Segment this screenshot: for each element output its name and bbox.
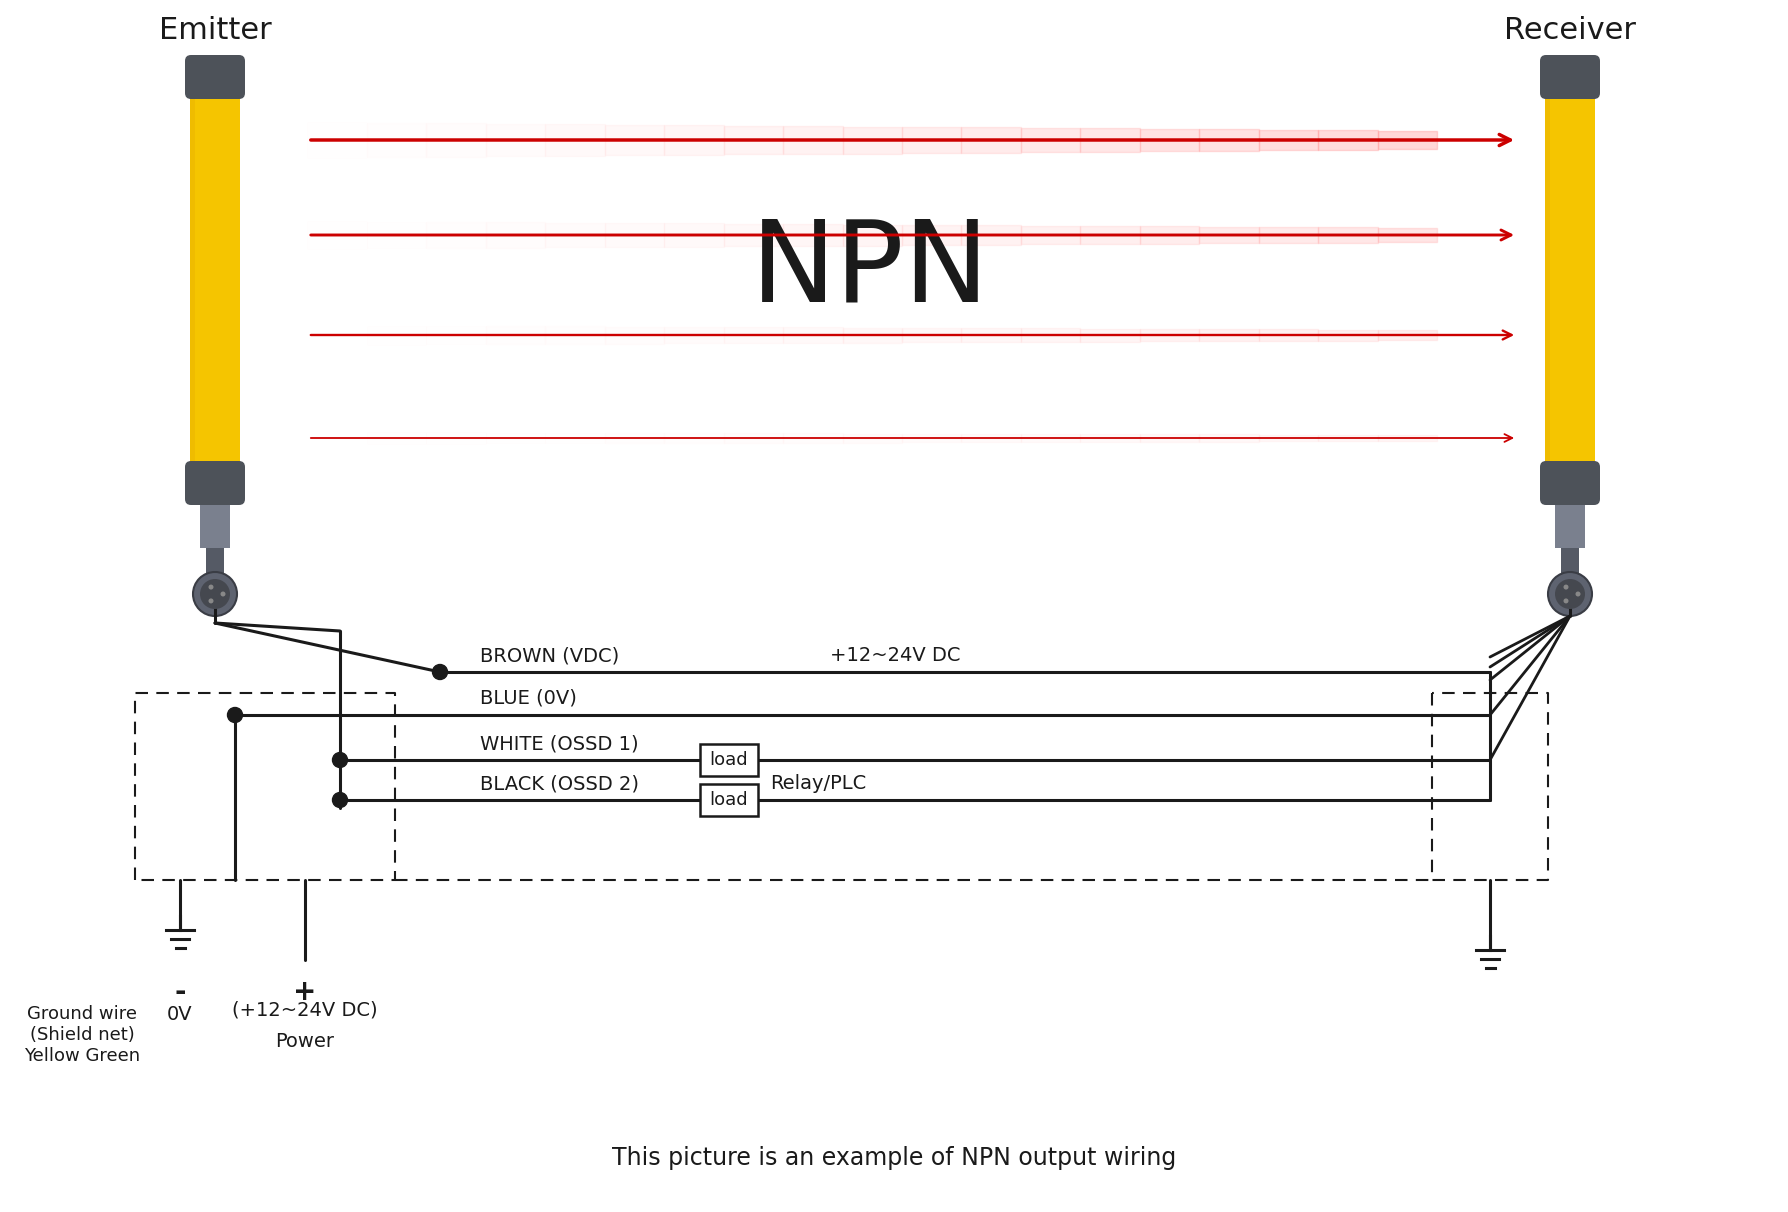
Bar: [699, 784, 758, 816]
Text: -: -: [173, 978, 186, 1006]
Text: Receiver: Receiver: [1504, 16, 1636, 45]
Bar: [206, 548, 224, 581]
Circle shape: [1556, 579, 1584, 608]
Text: Emitter: Emitter: [159, 16, 272, 45]
FancyBboxPatch shape: [184, 55, 245, 99]
Bar: [1561, 548, 1579, 581]
Circle shape: [1563, 584, 1568, 589]
Circle shape: [1563, 599, 1568, 604]
Text: BLACK (OSSD 2): BLACK (OSSD 2): [479, 774, 638, 793]
Bar: [200, 501, 231, 548]
Text: Power: Power: [275, 1031, 334, 1051]
Text: BLUE (0V): BLUE (0V): [479, 688, 578, 708]
Circle shape: [193, 572, 238, 616]
Text: 0V: 0V: [168, 1005, 193, 1024]
Circle shape: [200, 579, 231, 608]
Text: +: +: [293, 978, 316, 1006]
FancyBboxPatch shape: [1539, 461, 1600, 505]
Text: load: load: [710, 791, 749, 808]
Circle shape: [209, 599, 213, 604]
Text: (+12~24V DC): (+12~24V DC): [232, 1000, 377, 1019]
FancyBboxPatch shape: [1539, 55, 1600, 99]
FancyBboxPatch shape: [184, 461, 245, 505]
Bar: [1545, 90, 1595, 478]
Text: Relay/PLC: Relay/PLC: [771, 774, 865, 793]
Circle shape: [227, 708, 243, 722]
Bar: [190, 90, 240, 478]
Text: load: load: [710, 751, 749, 768]
Circle shape: [333, 793, 347, 807]
Bar: [699, 744, 758, 776]
Text: BROWN (VDC): BROWN (VDC): [479, 646, 619, 665]
Text: WHITE (OSSD 1): WHITE (OSSD 1): [479, 734, 638, 753]
Text: +12~24V DC: +12~24V DC: [830, 646, 960, 665]
Circle shape: [1575, 591, 1581, 596]
Text: Ground wire
(Shield net)
Yellow Green: Ground wire (Shield net) Yellow Green: [23, 1005, 139, 1064]
Bar: [190, 90, 195, 478]
Circle shape: [209, 584, 213, 589]
Text: This picture is an example of NPN output wiring: This picture is an example of NPN output…: [611, 1147, 1177, 1170]
Circle shape: [333, 753, 347, 767]
Circle shape: [220, 591, 225, 596]
Bar: [1545, 90, 1550, 478]
Text: NPN: NPN: [751, 215, 989, 326]
Bar: [1556, 501, 1584, 548]
Circle shape: [1548, 572, 1591, 616]
Circle shape: [433, 664, 447, 680]
